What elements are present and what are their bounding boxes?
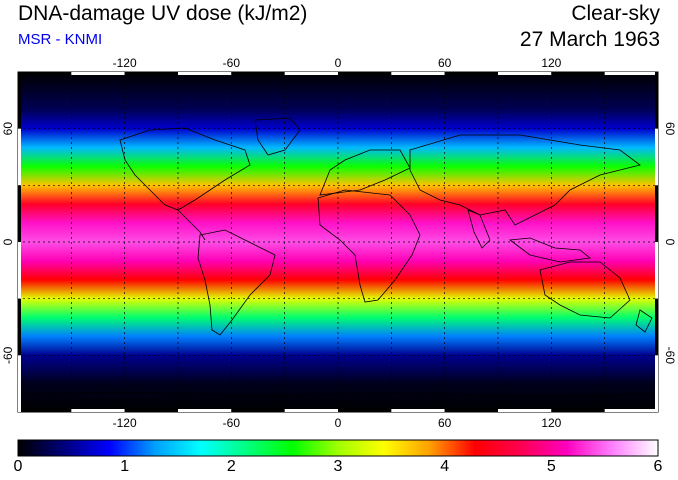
lat-labels-right: 60 0 -60: [663, 122, 677, 364]
colorbar-tick-label: 6: [653, 458, 663, 475]
frame-segment: [551, 409, 605, 412]
coastlines: [18, 117, 658, 398]
colorbar-tick-label: 5: [546, 458, 556, 475]
sky-condition: Clear-sky: [571, 2, 660, 25]
colorbar-tick-label: 0: [13, 458, 23, 475]
colorbar-tick-label: 2: [226, 458, 236, 475]
frame-segment: [655, 355, 658, 412]
frame-segment: [655, 298, 658, 356]
frame-segment: [444, 409, 498, 412]
frame-segment: [231, 72, 285, 75]
lon-labels-bottom: -120 -60 0 60 120: [113, 416, 562, 430]
lat-tick-label: 0: [1, 238, 15, 245]
frame-segment: [498, 72, 552, 75]
lon-tick-label: -60: [223, 56, 241, 70]
frame-segment: [655, 72, 658, 129]
lon-labels-top: -120 -60 0 60 120: [113, 56, 562, 70]
frame-segment: [498, 409, 552, 412]
lon-tick-label: -120: [113, 56, 137, 70]
lat-tick-label: 0: [663, 239, 677, 246]
frame-segment: [444, 72, 498, 75]
colorbar-tick-label: 1: [120, 458, 130, 475]
frame-segment: [71, 72, 125, 75]
map-frame-ticks: [18, 72, 658, 412]
frame-segment: [178, 72, 232, 75]
frame-segment: [338, 72, 392, 75]
colorbar-tick-label: 4: [440, 458, 450, 475]
frame-segment: [18, 355, 21, 412]
frame-segment: [178, 409, 232, 412]
frame-segment: [18, 185, 21, 242]
lat-labels-left: 60 0 -60: [1, 122, 15, 364]
colorbar: [17, 439, 659, 457]
frame-segment: [18, 409, 72, 412]
lon-tick-label: 120: [541, 56, 561, 70]
lat-tick-label: -60: [663, 347, 677, 365]
lon-tick-label: 60: [438, 56, 452, 70]
frame-segment: [18, 242, 21, 299]
frame-segment: [551, 72, 605, 75]
frame-segment: [71, 409, 125, 412]
graticule: [18, 72, 658, 412]
frame-segment: [18, 72, 21, 129]
lon-tick-label: 0: [335, 416, 342, 430]
map-source: MSR - KNMI: [18, 31, 103, 48]
frame-segment: [655, 242, 658, 299]
frame-segment: [18, 128, 21, 186]
lon-tick-label: 0: [335, 56, 342, 70]
frame-segment: [391, 72, 445, 75]
lon-tick-label: -60: [223, 416, 241, 430]
lon-tick-label: -120: [113, 416, 137, 430]
lat-tick-label: -60: [1, 346, 15, 364]
frame-segment: [124, 409, 178, 412]
frame-segment: [284, 409, 338, 412]
frame-segment: [284, 72, 338, 75]
frame-segment: [124, 72, 178, 75]
lon-tick-label: 120: [541, 416, 561, 430]
frame-segment: [18, 72, 72, 75]
frame-segment: [391, 409, 445, 412]
lat-tick-label: 60: [663, 122, 677, 136]
frame-segment: [655, 185, 658, 242]
frame-segment: [655, 128, 658, 186]
frame-segment: [18, 298, 21, 356]
frame-segment: [231, 409, 285, 412]
map-title: DNA-damage UV dose (kJ/m2): [18, 2, 308, 25]
frame-segment: [604, 72, 658, 75]
frame-segment: [604, 409, 658, 412]
frame-segment: [338, 409, 392, 412]
colorbar-tick-label: 3: [333, 458, 343, 475]
lat-tick-label: 60: [1, 122, 15, 136]
map-date: 27 March 1963: [519, 28, 660, 51]
lon-tick-label: 60: [438, 416, 452, 430]
